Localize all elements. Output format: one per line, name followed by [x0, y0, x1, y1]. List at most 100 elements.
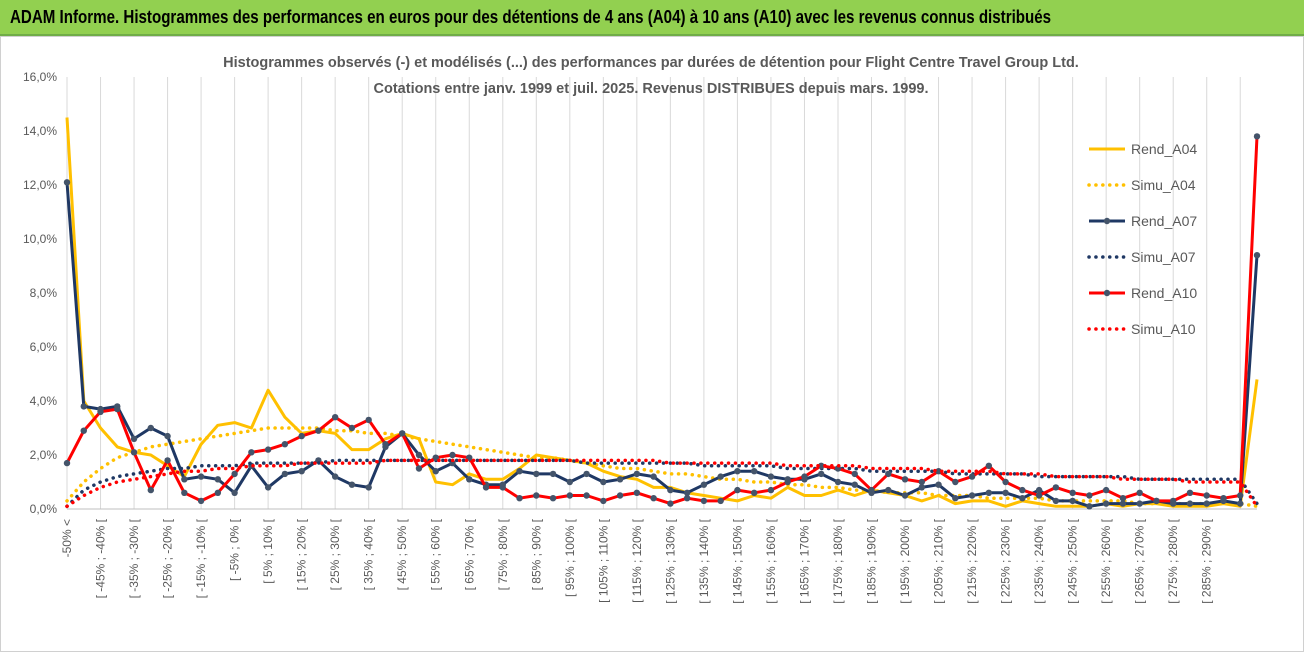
x-tick-label: [ 125% ; 130% [	[663, 518, 677, 603]
data-point	[1102, 486, 1110, 494]
x-tick-label: [ 285% ; 290% [	[1200, 518, 1214, 603]
x-tick-label: [ 85% ; 90% [	[529, 518, 543, 590]
data-point	[315, 427, 322, 434]
data-point	[1237, 500, 1244, 507]
data-point	[885, 486, 892, 494]
x-tick-label: [ 155% ; 160% [	[764, 518, 778, 603]
data-point	[466, 476, 473, 483]
data-point	[818, 470, 825, 478]
data-point	[717, 497, 724, 505]
data-point	[968, 492, 976, 499]
series-layer	[63, 117, 1261, 510]
chart-title-line2: Cotations entre janv. 1999 et juil. 2025…	[374, 81, 929, 97]
legend-marker	[1103, 289, 1111, 297]
data-point	[482, 484, 490, 491]
data-point	[818, 462, 825, 469]
data-point	[80, 427, 87, 434]
x-tick-label: [ 45% ; 50% [	[395, 518, 409, 590]
data-point	[1019, 486, 1026, 494]
series-line	[65, 458, 1259, 509]
data-point	[331, 473, 339, 480]
data-point	[767, 486, 775, 494]
x-tick-label: [ -35% ; -30% [	[127, 518, 141, 598]
x-tick-label: [ 265% ; 270% [	[1133, 518, 1147, 603]
data-point	[181, 489, 188, 496]
data-point	[767, 473, 775, 480]
legend-label: Simu_A07	[1131, 249, 1196, 265]
y-tick-label: 6,0%	[30, 340, 58, 354]
data-point	[633, 470, 641, 478]
data-point	[700, 497, 708, 505]
data-point	[1203, 492, 1210, 499]
y-tick-label: 10,0%	[23, 232, 57, 246]
data-point	[952, 478, 959, 486]
y-tick-label: 0,0%	[30, 502, 58, 516]
chart-area: Histogrammes observés (-) et modélisés (…	[0, 36, 1304, 652]
data-point	[1035, 492, 1043, 499]
legend-item-Simu_A07: Simu_A07	[1087, 249, 1196, 265]
series-Rend_A04	[65, 117, 1259, 508]
data-point	[985, 462, 993, 469]
x-tick-label: [ 95% ; 100% [	[563, 518, 577, 597]
data-point	[750, 468, 758, 475]
data-point	[1153, 497, 1160, 505]
data-point	[683, 495, 691, 502]
data-point	[331, 414, 339, 421]
data-point	[298, 468, 305, 475]
data-point	[432, 468, 439, 475]
x-tick-label: [ 135% ; 140% [	[697, 518, 711, 603]
data-point	[1220, 495, 1227, 502]
data-point	[281, 470, 289, 478]
y-tick-label: 14,0%	[23, 124, 57, 138]
data-point	[566, 492, 574, 499]
data-point	[281, 441, 289, 448]
legend-item-Simu_A10: Simu_A10	[1087, 321, 1196, 337]
data-point	[164, 432, 171, 440]
x-tick-label: [ 145% ; 150% [	[730, 518, 744, 603]
data-point	[834, 478, 842, 486]
data-point	[348, 424, 356, 432]
series-line	[65, 458, 1259, 509]
data-point	[1186, 489, 1194, 496]
data-point	[1203, 500, 1210, 507]
data-point	[1086, 492, 1093, 499]
legend-label: Rend_A10	[1131, 285, 1197, 301]
x-tick-label: [ 165% ; 170% [	[797, 518, 811, 603]
x-tick-label: [ 35% ; 40% [	[362, 518, 376, 590]
data-point	[1102, 500, 1110, 507]
data-point	[968, 473, 976, 480]
x-tick-label: [ 105% ; 110% [	[596, 518, 610, 602]
data-point	[516, 468, 523, 475]
y-tick-label: 2,0%	[30, 448, 58, 462]
data-point	[918, 478, 925, 486]
data-point	[901, 492, 909, 499]
chart-title-line1: Histogrammes observés (-) et modélisés (…	[223, 55, 1079, 71]
data-point	[868, 486, 875, 494]
data-point	[1019, 495, 1026, 502]
data-point	[1035, 486, 1043, 494]
data-point	[851, 470, 858, 478]
data-point	[147, 486, 155, 494]
x-tick-label: [ -45% ; -40% [	[94, 518, 108, 598]
data-point	[1069, 489, 1076, 496]
data-point	[114, 405, 121, 413]
data-point	[700, 481, 708, 488]
data-point	[549, 495, 557, 502]
y-axis: 0,0% 2,0% 4,0% 6,0% 8,0% 10,0% 12,0% 14,0% 16,0%	[23, 70, 57, 516]
legend-label: Simu_A04	[1131, 177, 1196, 193]
data-point	[784, 478, 791, 486]
series-line	[65, 117, 1259, 508]
x-tick-label: [ 175% ; 180% [	[831, 518, 845, 603]
data-point	[97, 408, 104, 415]
data-point	[801, 473, 808, 480]
x-tick-label: [ 55% ; 60% [	[429, 518, 443, 590]
data-point	[1136, 489, 1143, 496]
data-point	[549, 470, 557, 478]
data-point	[449, 451, 456, 459]
performance-histogram-chart: Histogrammes observés (-) et modélisés (…	[23, 55, 1261, 604]
legend-item-Simu_A04: Simu_A04	[1087, 177, 1196, 193]
data-point	[197, 473, 205, 480]
x-tick-label: [ 115% ; 120% [	[630, 518, 644, 602]
data-point	[901, 476, 909, 483]
x-tick-label: [ 65% ; 70% [	[462, 518, 476, 590]
